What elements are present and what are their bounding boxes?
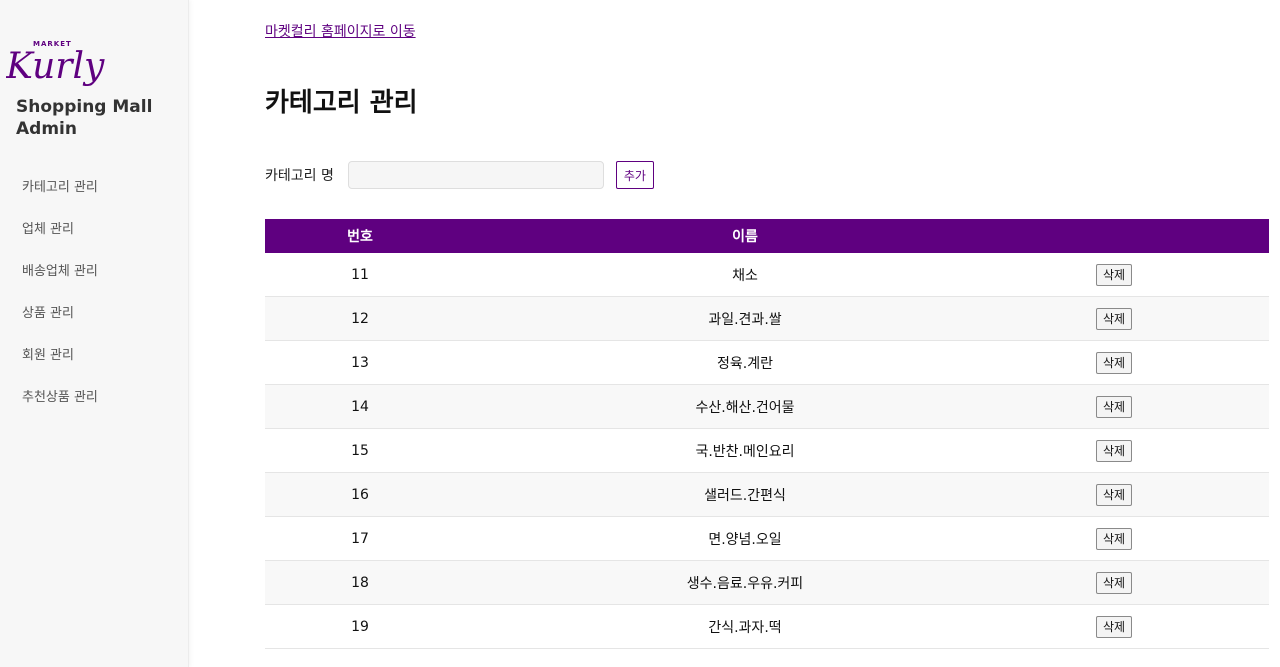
category-table: 번호 이름 11 채소 삭제 12 과일.견과.쌀 삭제 13 정육.계란 삭제 <box>265 219 1269 649</box>
row-action: 삭제 <box>1035 472 1269 517</box>
row-number: 15 <box>265 428 455 473</box>
row-name: 생수.음료.우유.커피 <box>455 560 1035 605</box>
add-button[interactable]: 추가 <box>615 161 654 189</box>
sidebar-item-shipping-vendor[interactable]: 배송업체 관리 <box>22 264 98 279</box>
table-row: 15 국.반찬.메인요리 삭제 <box>265 428 1269 473</box>
row-action: 삭제 <box>1035 516 1269 561</box>
row-name: 정육.계란 <box>455 340 1035 385</box>
delete-button[interactable]: 삭제 <box>1095 439 1133 462</box>
delete-button[interactable]: 삭제 <box>1095 527 1133 550</box>
table-row: 14 수산.해산.건어물 삭제 <box>265 384 1269 429</box>
row-name: 과일.견과.쌀 <box>455 296 1035 341</box>
row-number: 14 <box>265 384 455 429</box>
delete-button[interactable]: 삭제 <box>1095 351 1133 374</box>
sidebar-nav: 카테고리 관리 업체 관리 배송업체 관리 상품 관리 회원 관리 추천상품 관… <box>22 176 98 428</box>
row-name: 국.반찬.메인요리 <box>455 428 1035 473</box>
sidebar-item-category[interactable]: 카테고리 관리 <box>22 180 98 195</box>
delete-button[interactable]: 삭제 <box>1095 483 1133 506</box>
table-row: 18 생수.음료.우유.커피 삭제 <box>265 560 1269 605</box>
row-number: 19 <box>265 604 455 649</box>
logo-wordmark-text: Kurly <box>6 46 105 87</box>
sidebar: MARKET Kurly Shopping Mall Admin 카테고리 관리… <box>0 0 189 667</box>
row-number: 11 <box>265 253 455 297</box>
category-name-input[interactable] <box>347 161 604 189</box>
row-action: 삭제 <box>1035 296 1269 341</box>
delete-button[interactable]: 삭제 <box>1095 395 1133 418</box>
row-name: 채소 <box>455 253 1035 297</box>
row-number: 12 <box>265 296 455 341</box>
logo-market-text: MARKET <box>33 40 72 48</box>
row-action: 삭제 <box>1035 560 1269 605</box>
row-number: 18 <box>265 560 455 605</box>
delete-button[interactable]: 삭제 <box>1095 307 1133 330</box>
home-link[interactable]: 마켓컬리 홈페이지로 이동 <box>265 24 416 40</box>
delete-button[interactable]: 삭제 <box>1095 263 1133 286</box>
category-form: 카테고리 명 추가 <box>265 160 654 190</box>
delete-button[interactable]: 삭제 <box>1095 571 1133 594</box>
table-row: 16 샐러드.간편식 삭제 <box>265 472 1269 517</box>
row-number: 16 <box>265 472 455 517</box>
table-row: 17 면.양념.오일 삭제 <box>265 516 1269 561</box>
row-name: 샐러드.간편식 <box>455 472 1035 517</box>
header-action <box>1035 219 1269 253</box>
header-number: 번호 <box>347 229 373 245</box>
row-action: 삭제 <box>1035 428 1269 473</box>
table-row: 19 간식.과자.떡 삭제 <box>265 604 1269 649</box>
row-action: 삭제 <box>1035 253 1269 297</box>
page-title: 카테고리 관리 <box>265 88 418 118</box>
header-name: 이름 <box>732 229 758 245</box>
sidebar-item-member[interactable]: 회원 관리 <box>22 348 74 363</box>
row-action: 삭제 <box>1035 384 1269 429</box>
sidebar-item-product[interactable]: 상품 관리 <box>22 306 74 321</box>
table-header-row: 번호 이름 <box>265 219 1269 253</box>
admin-title: Shopping Mall Admin <box>16 97 153 139</box>
sidebar-item-recommended-product[interactable]: 추천상품 관리 <box>22 390 98 405</box>
row-number: 13 <box>265 340 455 385</box>
table-row: 11 채소 삭제 <box>265 253 1269 297</box>
kurly-logo[interactable]: MARKET Kurly <box>6 38 106 96</box>
row-action: 삭제 <box>1035 604 1269 649</box>
delete-button[interactable]: 삭제 <box>1095 615 1133 638</box>
category-name-label: 카테고리 명 <box>265 168 334 184</box>
table-row: 12 과일.견과.쌀 삭제 <box>265 296 1269 341</box>
row-action: 삭제 <box>1035 340 1269 385</box>
sidebar-item-vendor[interactable]: 업체 관리 <box>22 222 74 237</box>
row-name: 수산.해산.건어물 <box>455 384 1035 429</box>
table-row: 13 정육.계란 삭제 <box>265 340 1269 385</box>
row-name: 간식.과자.떡 <box>455 604 1035 649</box>
row-name: 면.양념.오일 <box>455 516 1035 561</box>
row-number: 17 <box>265 516 455 561</box>
